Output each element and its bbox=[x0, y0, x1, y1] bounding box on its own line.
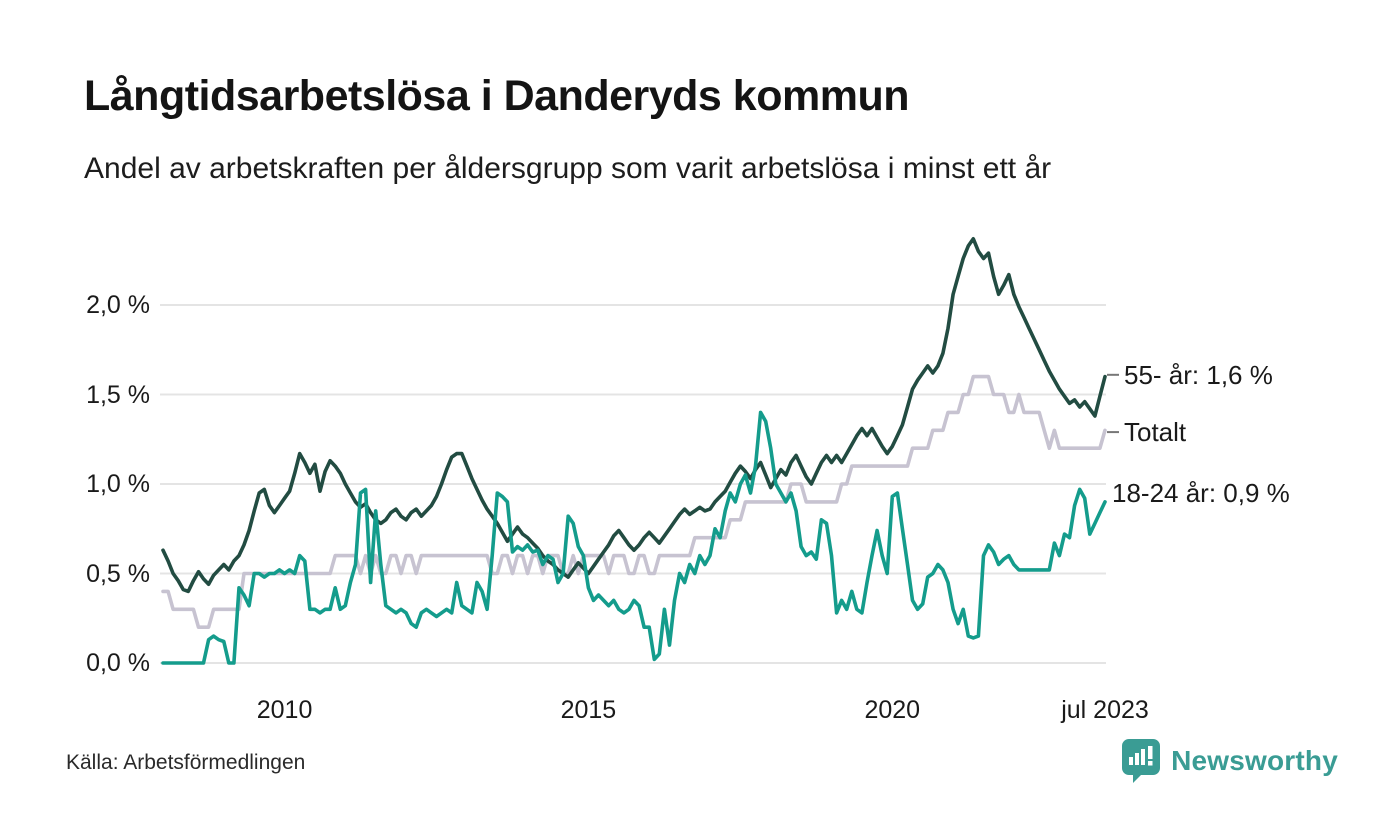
x-tick-label: 2010 bbox=[256, 696, 313, 724]
series-line-totalt bbox=[161, 374, 1107, 630]
y-tick-label: 0,5 % bbox=[86, 559, 150, 588]
y-tick-label: 1,5 % bbox=[86, 380, 150, 409]
series-line-55-år bbox=[161, 237, 1107, 594]
series-line-18-24-år bbox=[161, 410, 1107, 665]
brand-lockup: Newsworthy bbox=[1121, 738, 1338, 784]
x-tick-label: 2015 bbox=[560, 696, 617, 724]
x-tick-label: 2020 bbox=[864, 696, 921, 724]
series-end-label: 18-24 år: 0,9 % bbox=[1112, 477, 1290, 508]
page-subtitle: Andel av arbetskraften per åldersgrupp s… bbox=[84, 152, 1052, 185]
y-tick-label: 2,0 % bbox=[86, 291, 150, 319]
chart-pin-icon bbox=[1122, 739, 1161, 783]
series-end-label: 55- år: 1,6 % bbox=[1124, 359, 1273, 390]
series-end-label: Totalt bbox=[1124, 417, 1187, 448]
x-tick-label: jul 2023 bbox=[1061, 696, 1149, 724]
y-tick-label: 0,0 % bbox=[86, 649, 150, 677]
y-tick-label: 1,0 % bbox=[86, 470, 150, 498]
brand-name: Newsworthy bbox=[1171, 745, 1338, 776]
page-title: Långtidsarbetslösa i Danderyds kommun bbox=[84, 72, 909, 120]
source-note: Källa: Arbetsförmedlingen bbox=[66, 751, 306, 774]
